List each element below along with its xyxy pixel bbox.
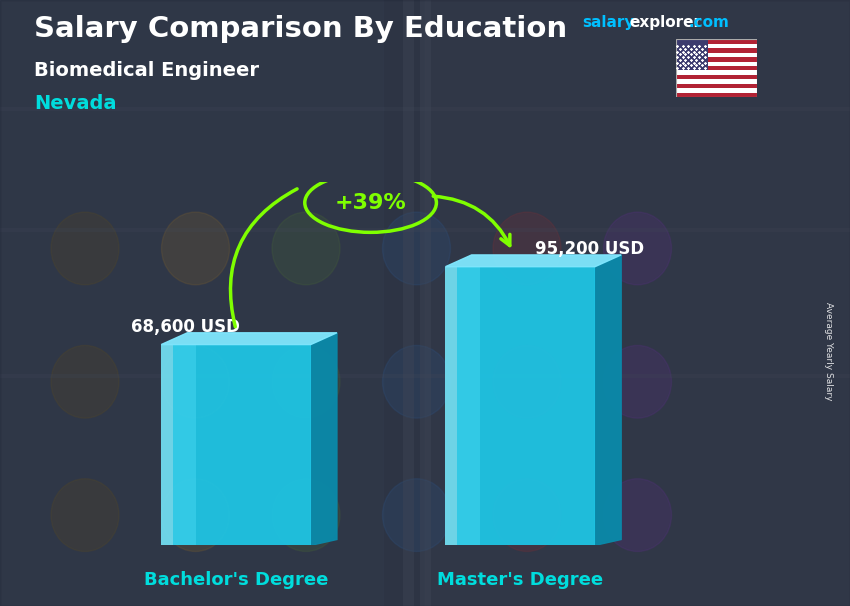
Polygon shape: [162, 333, 337, 345]
Ellipse shape: [604, 345, 672, 418]
Bar: [676, 44, 756, 48]
Text: explorer: explorer: [629, 15, 701, 30]
Ellipse shape: [51, 212, 119, 285]
Ellipse shape: [382, 345, 450, 418]
Polygon shape: [311, 333, 337, 545]
Text: Bachelor's Degree: Bachelor's Degree: [144, 571, 328, 588]
Bar: [676, 93, 756, 97]
Bar: [676, 62, 756, 66]
Bar: [0, 0, 382, 606]
Text: Master's Degree: Master's Degree: [437, 571, 604, 588]
Text: Biomedical Engineer: Biomedical Engineer: [34, 61, 259, 79]
Text: 95,200 USD: 95,200 USD: [536, 241, 644, 258]
Bar: [676, 53, 756, 57]
Bar: [676, 39, 708, 70]
Ellipse shape: [604, 212, 672, 285]
Ellipse shape: [162, 479, 230, 551]
Ellipse shape: [382, 212, 450, 285]
Ellipse shape: [272, 479, 340, 551]
Text: .com: .com: [688, 15, 729, 30]
Bar: [676, 57, 756, 62]
Ellipse shape: [162, 212, 230, 285]
Bar: [676, 75, 756, 79]
Ellipse shape: [493, 212, 561, 285]
Ellipse shape: [604, 479, 672, 551]
Bar: [162, 345, 311, 545]
Bar: [445, 267, 595, 545]
Polygon shape: [445, 255, 621, 267]
Ellipse shape: [162, 345, 230, 418]
Bar: [676, 70, 756, 75]
Bar: [457, 267, 479, 545]
Ellipse shape: [493, 479, 561, 551]
Text: 68,600 USD: 68,600 USD: [131, 318, 240, 336]
Text: Average Yearly Salary: Average Yearly Salary: [824, 302, 833, 401]
Bar: [676, 39, 756, 44]
Ellipse shape: [272, 345, 340, 418]
Bar: [676, 66, 756, 70]
Ellipse shape: [493, 345, 561, 418]
Bar: [162, 345, 173, 545]
Bar: [173, 345, 196, 545]
Bar: [445, 267, 457, 545]
Bar: [425, 0, 850, 606]
Text: Nevada: Nevada: [34, 94, 116, 113]
Bar: [676, 79, 756, 84]
Polygon shape: [595, 255, 621, 545]
Bar: [676, 84, 756, 88]
Ellipse shape: [51, 479, 119, 551]
Bar: [676, 88, 756, 93]
Ellipse shape: [382, 479, 450, 551]
Text: salary: salary: [582, 15, 635, 30]
Ellipse shape: [272, 212, 340, 285]
Text: Salary Comparison By Education: Salary Comparison By Education: [34, 15, 567, 43]
Bar: [676, 48, 756, 53]
Ellipse shape: [51, 345, 119, 418]
Text: +39%: +39%: [335, 193, 406, 213]
